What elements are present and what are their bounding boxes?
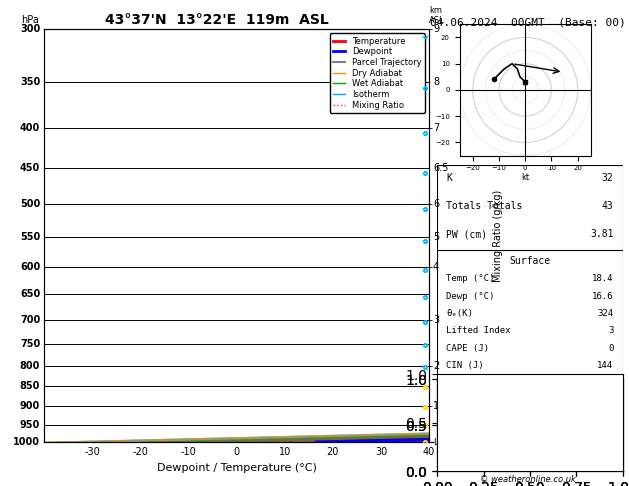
Text: 7: 7 [433,123,439,133]
Text: 8: 8 [433,77,439,87]
Text: 6.5: 6.5 [433,163,448,174]
Text: 400: 400 [20,123,40,133]
X-axis label: Dewpoint / Temperature (°C): Dewpoint / Temperature (°C) [157,463,316,473]
Text: © weatheronline.co.uk: © weatheronline.co.uk [481,474,576,484]
Text: 324: 324 [598,309,613,318]
Text: 700: 700 [20,315,40,325]
Text: 3: 3 [608,326,613,335]
Text: 450: 450 [20,163,40,174]
Text: 5: 5 [433,232,439,242]
Text: Lifted Index: Lifted Index [447,326,511,335]
Text: 04.06.2024  00GMT  (Base: 00): 04.06.2024 00GMT (Base: 00) [430,17,626,27]
Title: 43°37'N  13°22'E  119m  ASL: 43°37'N 13°22'E 119m ASL [106,13,329,27]
Text: Totals Totals: Totals Totals [447,201,523,211]
Text: 144: 144 [598,361,613,370]
X-axis label: kt: kt [521,173,529,182]
Text: 1: 1 [433,401,439,411]
Text: Mixing Ratio (g/kg): Mixing Ratio (g/kg) [493,190,503,282]
Text: Surface: Surface [509,256,550,265]
Text: 9: 9 [433,24,439,34]
Text: 3: 3 [433,315,439,325]
Text: 1000: 1000 [13,437,40,447]
Text: 950: 950 [20,419,40,430]
Text: CAPE (J): CAPE (J) [447,438,489,447]
Text: 2: 2 [433,361,439,371]
Text: 6: 6 [433,199,439,209]
Text: LCL: LCL [433,438,448,447]
Text: 350: 350 [20,77,40,87]
Text: Temp (°C): Temp (°C) [447,274,495,283]
Text: 900: 900 [598,391,613,400]
Text: PW (cm): PW (cm) [447,229,487,239]
Text: 800: 800 [19,361,40,371]
Text: θₑ(K): θₑ(K) [447,309,473,318]
Text: 32: 32 [602,173,613,183]
Text: 43: 43 [602,201,613,211]
Text: 4: 4 [433,262,439,272]
Text: 3: 3 [608,422,613,431]
Text: 16.6: 16.6 [592,292,613,300]
Text: 500: 500 [20,199,40,209]
Text: 550: 550 [20,232,40,242]
Text: km
ASL: km ASL [429,6,445,25]
Text: 0: 0 [608,344,613,353]
Text: 18.4: 18.4 [592,274,613,283]
Text: 54: 54 [603,453,613,462]
Text: 325: 325 [598,407,613,416]
Text: CIN (J): CIN (J) [447,361,484,370]
Text: CAPE (J): CAPE (J) [447,344,489,353]
Text: K: K [447,173,452,183]
Legend: Temperature, Dewpoint, Parcel Trajectory, Dry Adiabat, Wet Adiabat, Isotherm, Mi: Temperature, Dewpoint, Parcel Trajectory… [330,34,425,113]
Text: 600: 600 [20,262,40,272]
Text: Most Unstable: Most Unstable [492,376,568,386]
Text: Pressure (mb): Pressure (mb) [447,391,516,400]
Text: 3.81: 3.81 [590,229,613,239]
Text: 750: 750 [20,339,40,348]
Text: 900: 900 [20,401,40,411]
Text: Dewp (°C): Dewp (°C) [447,292,495,300]
Text: 650: 650 [20,290,40,299]
Text: 850: 850 [19,382,40,392]
Text: hPa: hPa [21,15,39,25]
Text: CIN (J): CIN (J) [447,453,484,462]
Text: 300: 300 [20,24,40,34]
Text: θₑ (K): θₑ (K) [447,407,479,416]
Text: 1: 1 [608,438,613,447]
Text: Lifted Index: Lifted Index [447,422,511,431]
